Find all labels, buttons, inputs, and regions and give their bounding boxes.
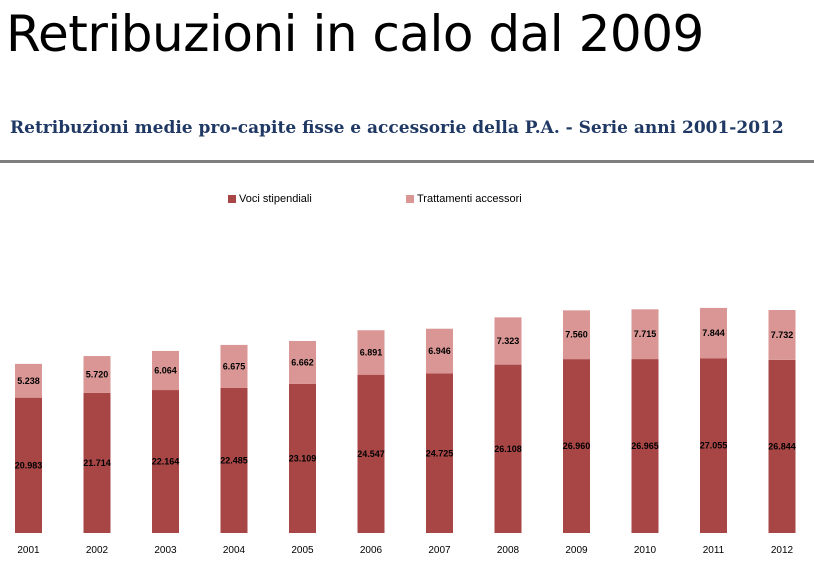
legend-item-voci-stipendiali: Voci stipendiali	[228, 193, 312, 205]
x-tick-label-2012: 2012	[771, 545, 794, 556]
data-label-voci-stipendiali-2002: 21.714	[83, 458, 111, 468]
legend-label-voci-stipendiali: Voci stipendiali	[239, 193, 312, 205]
legend-item-trattamenti-accessori: Trattamenti accessori	[406, 193, 522, 205]
bar-voci-stipendiali-2004	[220, 387, 248, 533]
bar-voci-stipendiali-2001	[15, 397, 42, 533]
data-label-voci-stipendiali-2004: 22.485	[220, 455, 248, 465]
bar-voci-stipendiali-2003	[152, 390, 179, 533]
data-label-trattamenti-accessori-2011: 7.844	[702, 328, 725, 338]
bar-trattamenti-accessori-2009	[563, 310, 590, 360]
legend-label-trattamenti-accessori: Trattamenti accessori	[417, 193, 522, 205]
data-label-trattamenti-accessori-2007: 6.946	[428, 346, 451, 356]
data-label-trattamenti-accessori-2003: 6.064	[154, 365, 177, 375]
data-label-voci-stipendiali-2008: 26.108	[494, 444, 522, 454]
x-tick-label-2006: 2006	[360, 545, 383, 556]
data-label-trattamenti-accessori-2004: 6.675	[223, 361, 246, 371]
data-label-voci-stipendiali-2005: 23.109	[289, 453, 317, 463]
data-label-trattamenti-accessori-2010: 7.715	[634, 329, 657, 339]
data-label-voci-stipendiali-2003: 22.164	[152, 457, 180, 467]
data-label-voci-stipendiali-2009: 26.960	[563, 441, 591, 451]
bar-trattamenti-accessori-2007	[426, 328, 453, 374]
x-tick-label-2001: 2001	[17, 545, 40, 556]
data-label-trattamenti-accessori-2009: 7.560	[565, 330, 588, 340]
x-tick-label-2009: 2009	[565, 545, 588, 556]
x-tick-label-2003: 2003	[154, 545, 177, 556]
chart-heading: Retribuzioni medie pro-capite fisse e ac…	[10, 118, 784, 138]
legend-swatch-trattamenti-accessori	[406, 195, 414, 203]
slide-title: Retribuzioni in calo dal 2009	[6, 5, 704, 63]
x-tick-label-2007: 2007	[428, 545, 451, 556]
stacked-bar-chart: 20.983 5.238 2001 21.714 5.720 2002 22.164 6.06…	[15, 307, 796, 556]
bar-trattamenti-accessori-2002	[83, 356, 111, 393]
data-label-voci-stipendiali-2006: 24.547	[357, 449, 385, 459]
bar-trattamenti-accessori-2003	[152, 350, 179, 391]
bar-voci-stipendiali-2011	[700, 358, 727, 533]
legend-swatch-voci-stipendiali	[228, 195, 236, 203]
data-label-trattamenti-accessori-2008: 7.323	[497, 336, 520, 346]
x-tick-label-2008: 2008	[497, 545, 520, 556]
data-label-voci-stipendiali-2011: 27.055	[700, 441, 728, 451]
data-label-trattamenti-accessori-2012: 7.732	[771, 330, 794, 340]
bar-trattamenti-accessori-2008	[494, 317, 522, 365]
data-label-voci-stipendiali-2010: 26.965	[631, 441, 659, 451]
bar-voci-stipendiali-2007	[426, 373, 453, 533]
bar-trattamenti-accessori-2005	[289, 340, 316, 384]
data-label-trattamenti-accessori-2001: 5.238	[17, 376, 40, 386]
data-label-trattamenti-accessori-2006: 6.891	[360, 347, 383, 357]
bar-trattamenti-accessori-2001	[15, 363, 42, 398]
chart-legend: Voci stipendiali Trattamenti accessori	[0, 193, 814, 209]
bar-trattamenti-accessori-2006	[357, 330, 385, 375]
x-tick-label-2005: 2005	[291, 545, 314, 556]
bar-voci-stipendiali-2005	[289, 383, 316, 533]
bar-voci-stipendiali-2006	[357, 374, 385, 533]
bar-trattamenti-accessori-2011	[700, 307, 727, 359]
bar-trattamenti-accessori-2004	[220, 344, 248, 388]
data-label-voci-stipendiali-2012: 26.844	[768, 441, 796, 451]
data-label-trattamenti-accessori-2002: 5.720	[86, 369, 109, 379]
bar-trattamenti-accessori-2010	[631, 309, 659, 360]
bar-voci-stipendiali-2008	[494, 364, 522, 533]
bar-voci-stipendiali-2010	[631, 359, 659, 533]
x-tick-label-2010: 2010	[634, 545, 657, 556]
data-label-voci-stipendiali-2007: 24.725	[426, 448, 454, 458]
x-tick-label-2011: 2011	[703, 545, 725, 556]
data-label-voci-stipendiali-2001: 20.983	[15, 460, 43, 470]
data-label-trattamenti-accessori-2005: 6.662	[291, 357, 314, 367]
bar-trattamenti-accessori-2012	[768, 309, 796, 360]
x-tick-label-2002: 2002	[86, 545, 109, 556]
heading-divider	[0, 160, 814, 163]
x-tick-label-2004: 2004	[223, 545, 246, 556]
bar-voci-stipendiali-2012	[768, 359, 796, 533]
bar-voci-stipendiali-2009	[563, 359, 590, 533]
bar-voci-stipendiali-2002	[83, 392, 111, 533]
